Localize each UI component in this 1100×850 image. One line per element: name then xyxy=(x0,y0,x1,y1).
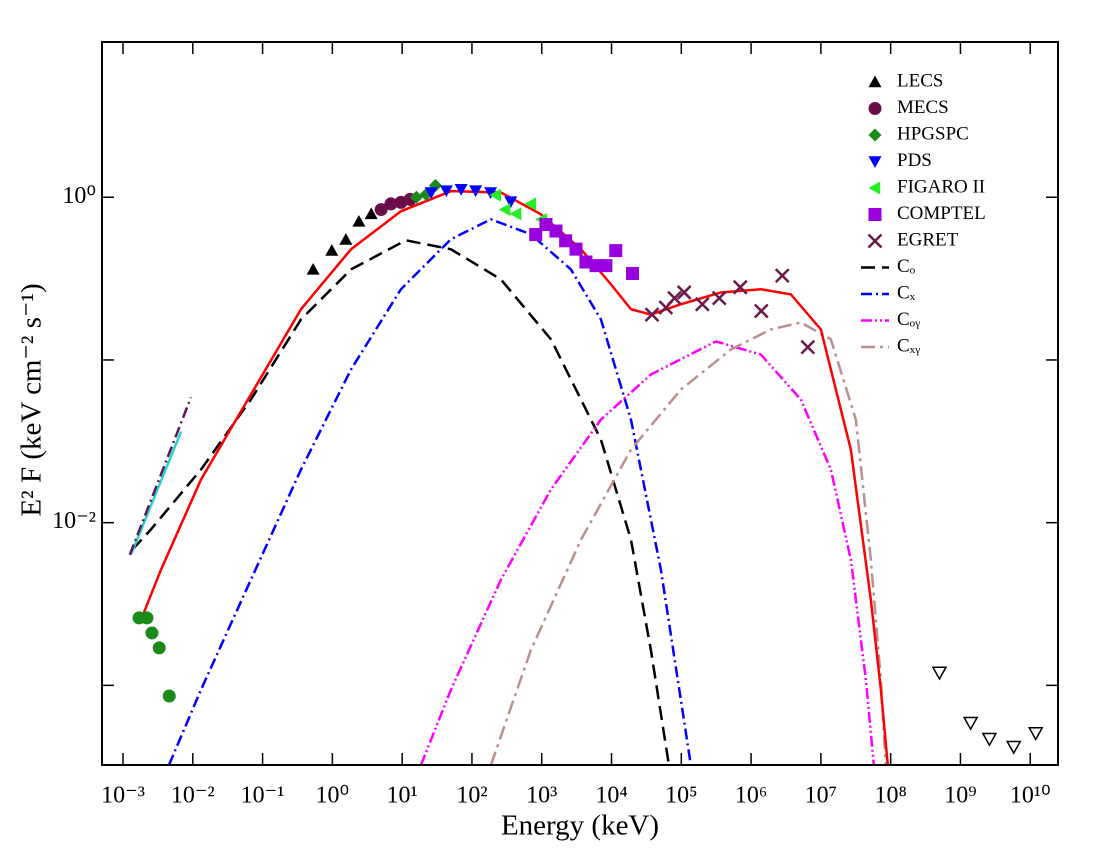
x-tick-label: 10⁶ xyxy=(735,783,767,809)
curve xyxy=(129,431,183,556)
curve xyxy=(139,189,890,765)
legend-marker xyxy=(868,156,882,168)
data-point xyxy=(145,626,159,640)
legend-label: PDS xyxy=(897,150,932,171)
legend-marker xyxy=(868,181,881,195)
plot-frame xyxy=(101,41,1059,766)
legend-label: Cₒᵧ xyxy=(897,309,920,330)
x-tick-label: 10⁸ xyxy=(874,783,906,809)
data-point xyxy=(753,303,769,319)
legend-label: LECS xyxy=(897,70,943,91)
data-point xyxy=(962,716,979,731)
data-point xyxy=(424,187,438,199)
x-tick-label: 10⁻³ xyxy=(101,783,145,809)
data-point xyxy=(484,187,498,199)
curve xyxy=(131,238,671,765)
data-point xyxy=(352,214,366,227)
x-tick-label: 10⁹ xyxy=(944,783,976,809)
data-point xyxy=(711,290,727,306)
y-axis-label: E² F (keV cm⁻² s⁻¹) xyxy=(16,283,48,516)
data-point xyxy=(152,641,166,655)
curve xyxy=(489,321,887,765)
data-point xyxy=(489,188,502,202)
data-point xyxy=(981,732,998,747)
x-tick-label: 10⁷ xyxy=(805,783,837,809)
legend-label: FIGARO II xyxy=(897,176,985,197)
data-point xyxy=(549,224,563,238)
x-tick-label: 10¹ xyxy=(387,783,418,809)
legend-label: EGRET xyxy=(897,229,959,250)
legend-marker xyxy=(867,233,883,249)
x-tick-label: 10⁰ xyxy=(316,783,350,809)
legend-marker xyxy=(868,75,882,88)
data-point xyxy=(694,296,710,312)
data-point xyxy=(409,190,423,204)
data-point xyxy=(162,689,176,703)
legend-marker xyxy=(868,102,882,115)
legend-label: MECS xyxy=(897,97,949,118)
data-point xyxy=(339,233,353,245)
legend-label: Cₓ xyxy=(897,282,916,303)
data-point xyxy=(732,279,748,295)
data-point xyxy=(644,307,660,322)
legend-marker xyxy=(868,208,882,221)
data-point xyxy=(439,185,453,198)
plot-area xyxy=(128,179,1044,765)
data-point xyxy=(325,244,339,256)
x-tick-label: 10² xyxy=(456,783,487,809)
curve xyxy=(128,397,193,556)
data-point xyxy=(504,196,518,209)
y-tick-label: 10⁰ xyxy=(62,183,96,209)
data-point xyxy=(676,285,692,300)
data-point xyxy=(529,228,543,242)
data-point xyxy=(306,262,320,275)
data-point xyxy=(569,242,583,256)
data-point xyxy=(454,184,468,196)
data-point xyxy=(374,203,388,217)
data-point xyxy=(1027,726,1044,741)
data-point xyxy=(509,207,522,221)
data-point xyxy=(384,197,398,211)
data-point xyxy=(498,203,511,217)
x-tick-label: 10⁻¹ xyxy=(241,783,285,809)
legend-label: Cₓᵧ xyxy=(897,335,920,356)
data-point xyxy=(599,259,613,273)
data-point xyxy=(1005,740,1022,755)
legend-label: Cₒ xyxy=(897,256,916,277)
x-tick-label: 10⁴ xyxy=(595,783,627,809)
data-point xyxy=(626,266,640,280)
data-point xyxy=(539,218,553,232)
data-point xyxy=(469,185,483,198)
data-point xyxy=(364,207,378,220)
legend-marker xyxy=(868,128,882,142)
curve xyxy=(167,217,693,765)
x-axis-label: Energy (keV) xyxy=(501,810,659,842)
data-point xyxy=(609,244,623,258)
x-tick-label: 10⁻² xyxy=(171,783,215,809)
data-point xyxy=(800,339,816,355)
y-tick-label: 10⁻² xyxy=(52,508,96,534)
data-point xyxy=(667,290,682,306)
x-tick-label: 10⁵ xyxy=(665,783,697,809)
x-tick-label: 10¹⁰ xyxy=(1010,783,1051,809)
data-point xyxy=(140,611,154,625)
data-point xyxy=(524,197,537,211)
legend-label: HPGSPC xyxy=(897,123,969,144)
legend-label: COMPTEL xyxy=(897,203,986,224)
data-point xyxy=(931,666,948,681)
data-point xyxy=(589,259,603,273)
data-point xyxy=(774,268,790,283)
data-point xyxy=(559,234,573,248)
x-tick-label: 10³ xyxy=(526,783,557,809)
data-point xyxy=(579,255,593,269)
curve xyxy=(419,340,876,765)
